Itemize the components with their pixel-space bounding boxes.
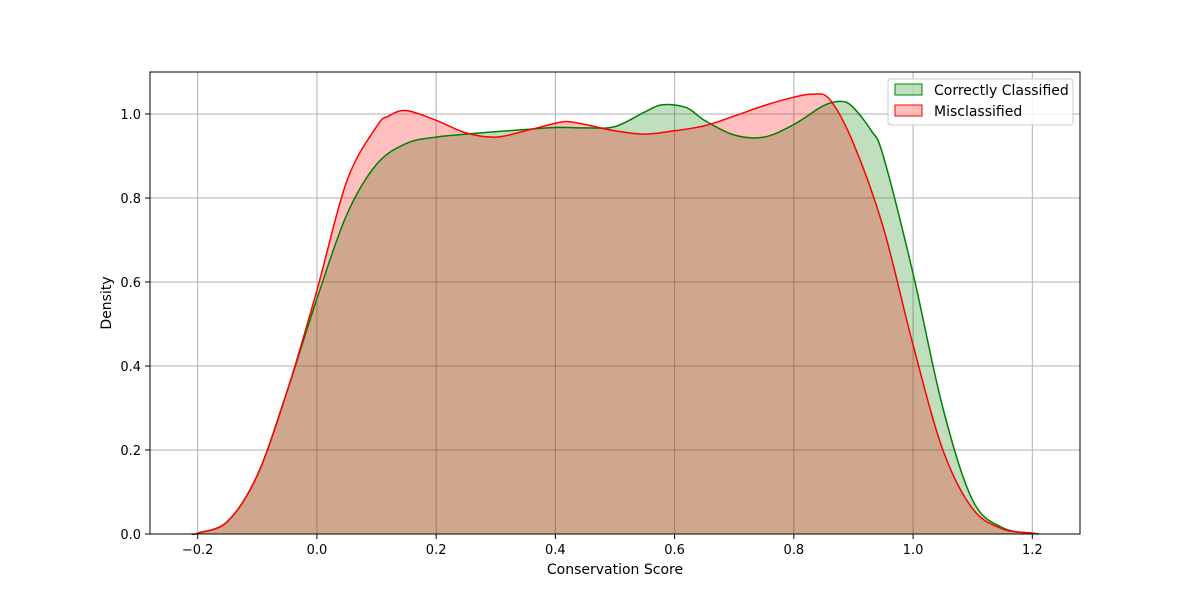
correctly-classified-line — [191, 100, 1039, 536]
correctly-classified-area — [191, 101, 1039, 535]
plot-frame — [149, 71, 1081, 535]
x-tick-label: 1.2 — [1022, 543, 1043, 558]
x-tick-label: 0.0 — [307, 543, 328, 558]
legend: Correctly Classified Misclassified — [887, 78, 1074, 126]
correctly-classified-legend-swatch — [894, 83, 923, 96]
x-tick-label: −0.2 — [182, 543, 214, 558]
x-tick-label: 0.4 — [545, 543, 566, 558]
legend-box — [887, 78, 1074, 126]
x-tick-label: 0.2 — [426, 543, 447, 558]
x-axis-label: Conservation Score — [547, 562, 683, 578]
legend-label: Misclassified — [934, 104, 1022, 120]
misclassified-legend-swatch — [894, 104, 923, 117]
y-tick-label: 0.6 — [120, 276, 141, 291]
legend-label: Correctly Classified — [934, 83, 1069, 99]
y-tick-label: 0.0 — [120, 528, 141, 543]
y-tick-label: 0.4 — [120, 360, 141, 375]
misclassified-area — [191, 93, 1039, 535]
y-tick-label: 0.8 — [120, 192, 141, 207]
y-tick-label: 0.2 — [120, 444, 141, 459]
x-tick-label: 0.6 — [664, 543, 685, 558]
x-axis-ticks: −0.2 0.0 0.2 0.4 0.6 0.8 1.0 1.2 — [182, 534, 1043, 558]
y-axis-ticks: 0.0 0.2 0.4 0.6 0.8 1.0 — [120, 108, 150, 543]
x-tick-label: 0.8 — [784, 543, 805, 558]
x-tick-label: 1.0 — [903, 543, 924, 558]
y-axis-label: Density — [99, 276, 115, 329]
misclassified-line — [191, 93, 1039, 536]
series-layer — [191, 93, 1039, 536]
y-tick-label: 1.0 — [120, 108, 141, 123]
